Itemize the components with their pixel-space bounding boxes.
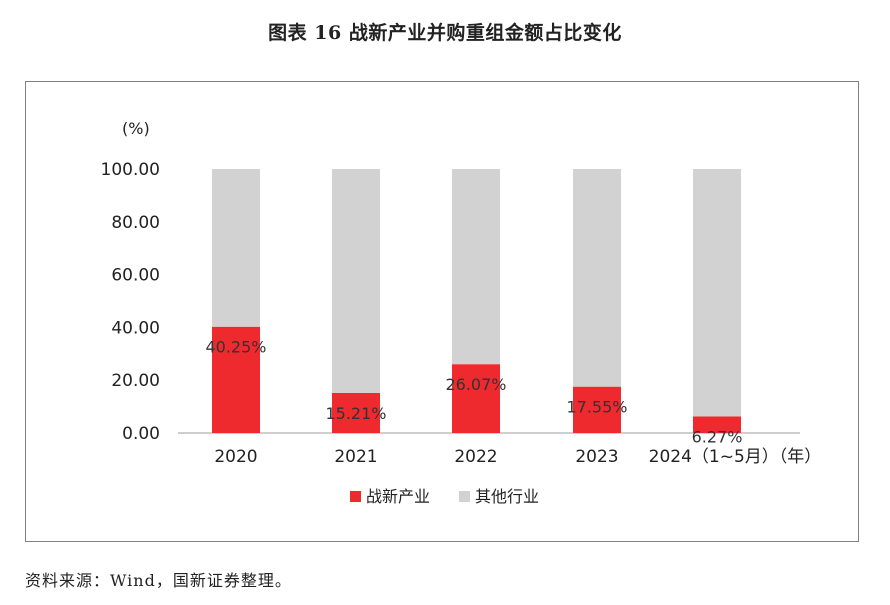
y-axis-ticks: 0.00 20.00 40.00 60.00 80.00 100.00 [101,160,160,444]
legend: 战新产业 其他行业 [350,487,539,506]
bar-strategic-emerging [452,364,500,433]
x-tick-label: 2021 [334,447,377,467]
data-label: 17.55% [566,398,627,417]
chart-title: 图表 16 战新产业并购重组金额占比变化 [268,22,622,44]
data-label: 6.27% [692,427,743,446]
bar-strategic-emerging [212,326,260,433]
bar-other-industries [452,169,500,365]
bar-strategic-emerging [332,392,380,433]
y-axis-unit: (%) [122,119,150,138]
y-tick-label: 20.00 [111,371,160,391]
bar-other-industries [573,169,621,387]
legend-swatch [459,491,470,502]
bar-strategic-emerging [573,386,621,433]
y-tick-label: 40.00 [111,318,160,338]
legend-label: 其他行业 [475,487,539,506]
data-label: 15.21% [325,404,386,423]
bar-strategic-emerging [693,416,741,433]
bars: 40.25% 15.21% 26.07% 17.55% 6.27% [205,169,742,446]
legend-label: 战新产业 [366,487,430,506]
data-label: 26.07% [445,375,506,394]
x-tick-label: 2022 [454,447,497,467]
x-tick-label: 2023 [575,447,618,467]
x-axis-ticks: 2020 2021 2022 2023 2024（1~5月）（年） [214,447,821,467]
x-tick-label: 2020 [214,447,257,467]
bar-other-industries [693,169,741,417]
data-label: 40.25% [205,338,266,357]
bar-other-industries [212,169,260,327]
y-tick-label: 80.00 [111,213,160,233]
legend-swatch [350,491,361,502]
x-tick-label: 2024（1~5月）（年） [649,447,822,467]
y-tick-label: 100.00 [101,160,160,180]
source-note: 资料来源：Wind，国新证券整理。 [25,571,292,590]
y-tick-label: 60.00 [111,266,160,286]
y-tick-label: 0.00 [122,424,160,444]
bar-other-industries [332,169,380,393]
